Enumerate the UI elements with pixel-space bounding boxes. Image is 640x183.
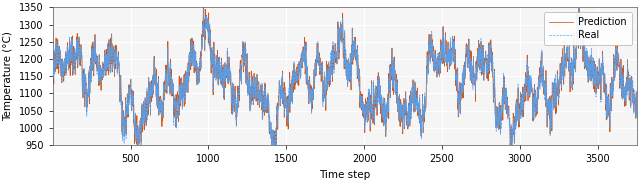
Prediction — [633, 106, 640, 108]
Real — [633, 104, 640, 106]
Line: Prediction: Prediction — [53, 5, 637, 161]
Prediction — [56, 51, 63, 54]
Real — [226, 75, 234, 78]
Real — [49, 79, 57, 81]
Prediction — [221, 62, 229, 64]
Real — [401, 109, 409, 111]
Line: Real: Real — [53, 2, 637, 159]
Prediction — [575, 4, 583, 6]
Prediction — [226, 79, 234, 81]
Legend: Prediction, Real: Prediction, Real — [544, 12, 632, 45]
X-axis label: Time step: Time step — [319, 169, 371, 180]
Prediction — [401, 108, 409, 110]
Real — [575, 1, 583, 3]
Prediction — [49, 72, 57, 74]
Real — [109, 49, 117, 51]
Y-axis label: Temperature (°C): Temperature (°C) — [3, 31, 13, 121]
Real — [56, 55, 63, 57]
Prediction — [508, 160, 516, 163]
Real — [436, 70, 444, 72]
Prediction — [109, 55, 117, 57]
Real — [221, 65, 229, 67]
Real — [508, 158, 516, 160]
Prediction — [436, 72, 444, 74]
